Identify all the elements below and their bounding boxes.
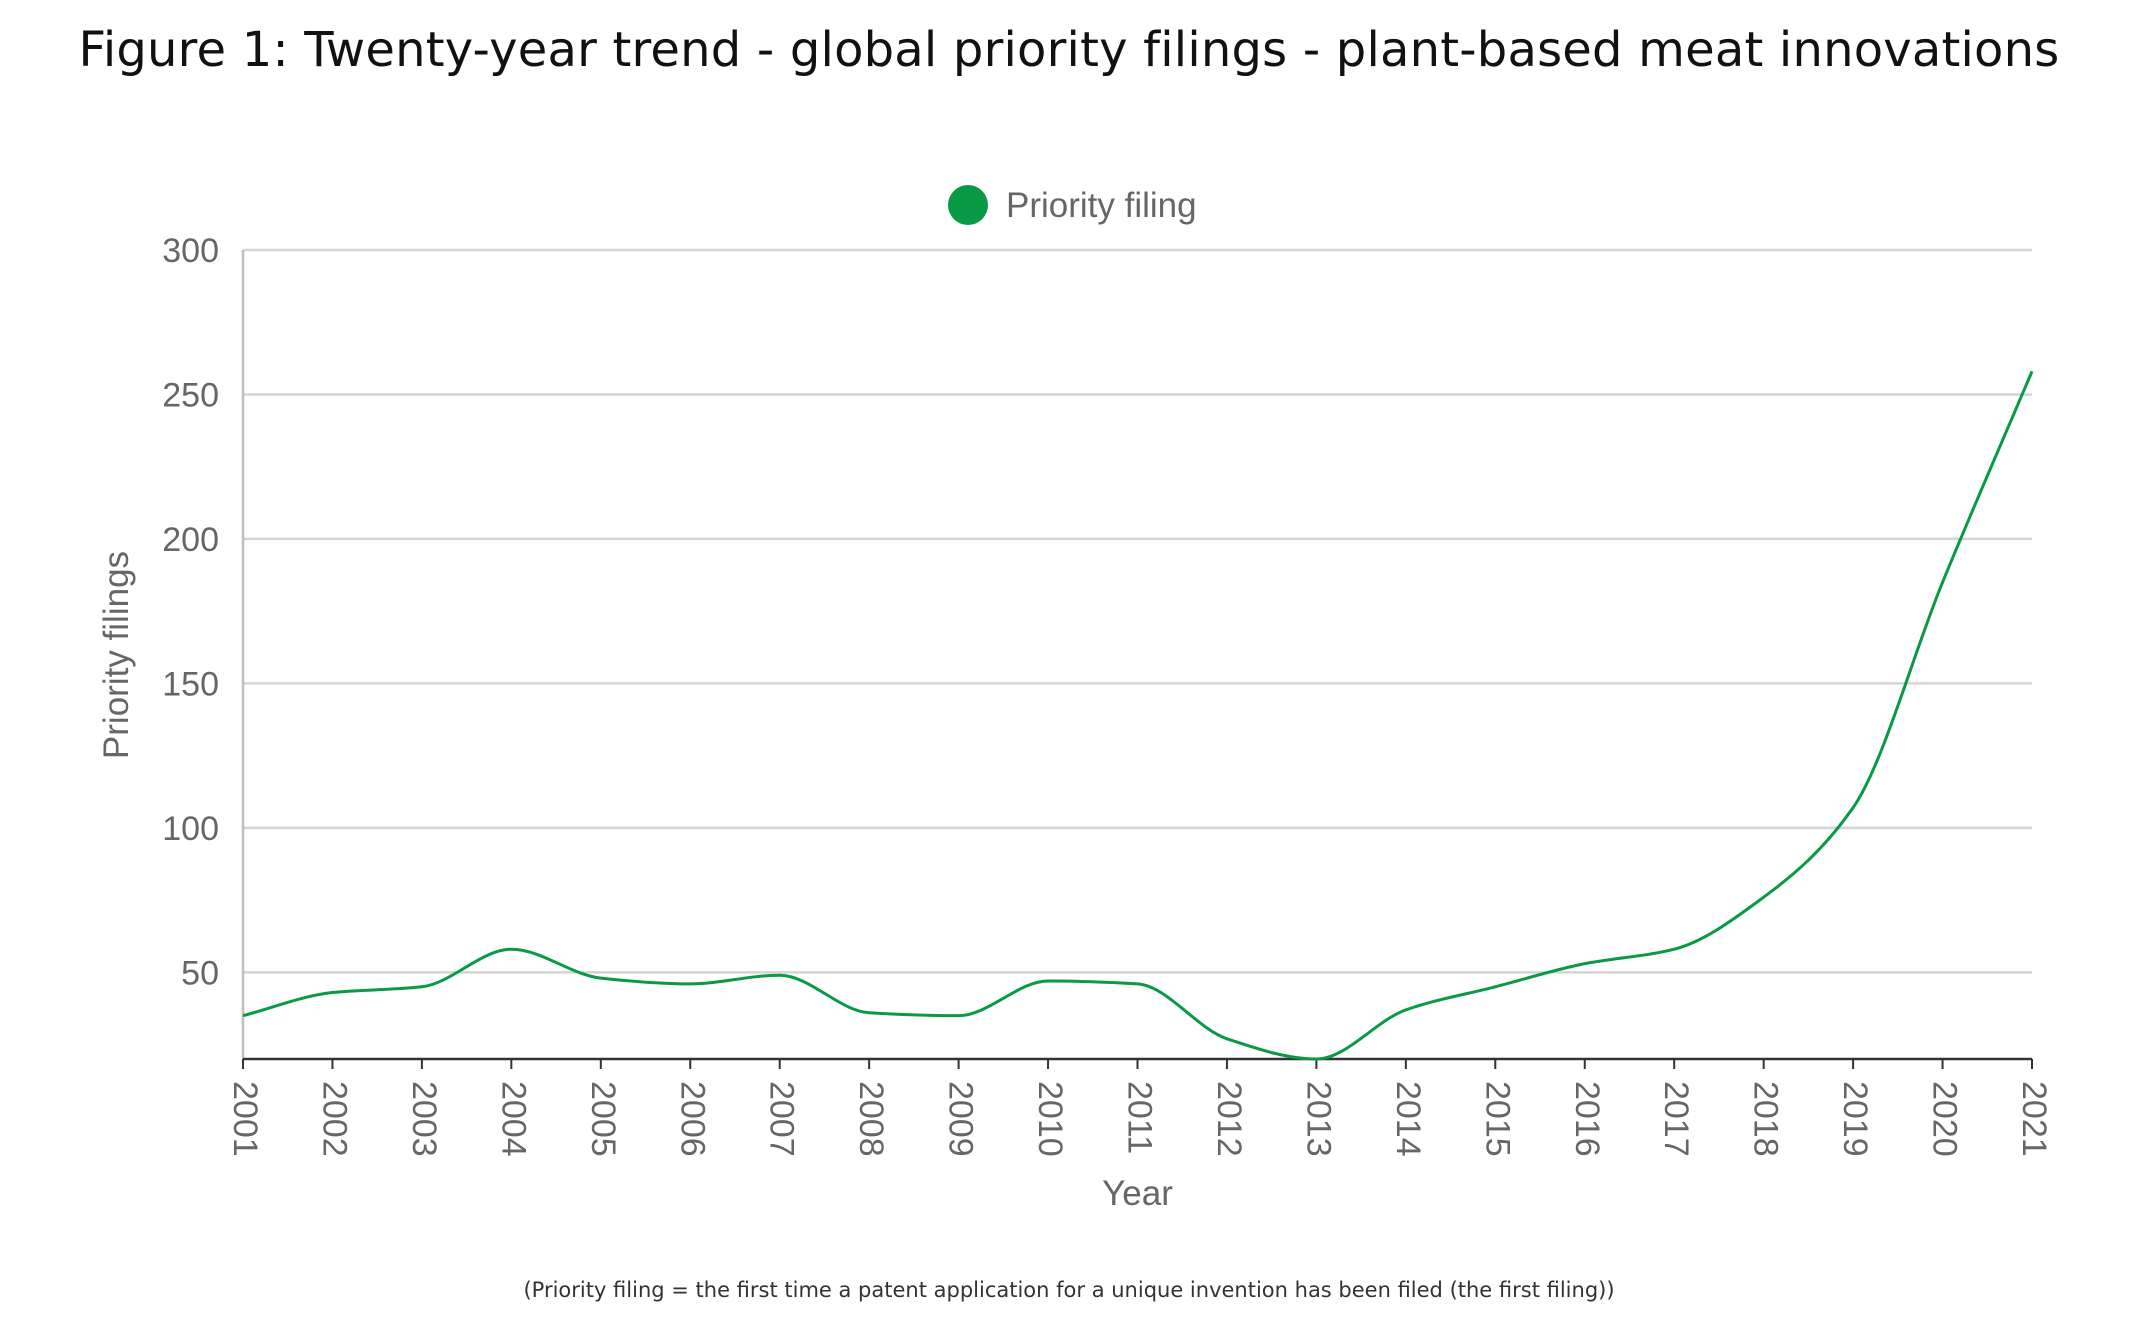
- x-tick-label: 2001: [226, 1081, 264, 1157]
- legend: Priority filing: [948, 185, 1197, 225]
- series-lines: [242, 370, 2034, 1061]
- x-tick-label: 2003: [405, 1081, 443, 1157]
- legend-label: Priority filing: [1006, 186, 1197, 225]
- y-tick-label: 250: [162, 376, 219, 414]
- x-tick-label: 2005: [584, 1081, 622, 1157]
- x-tick-label: 2008: [852, 1081, 890, 1157]
- x-tick-label: 2015: [1478, 1081, 1516, 1157]
- x-tick-label: 2013: [1299, 1081, 1337, 1157]
- y-tick-labels: 50 100 150 200 250 300: [162, 232, 219, 992]
- x-tick-label: 2002: [315, 1081, 353, 1157]
- figure-title: Figure 1: Twenty-year trend - global pri…: [78, 22, 2060, 78]
- y-tick-label: 150: [162, 665, 219, 703]
- footnote: (Priority filing = the first time a pate…: [523, 1278, 1615, 1302]
- x-tick-label: 2012: [1210, 1081, 1248, 1157]
- x-tick-label: 2006: [673, 1081, 711, 1157]
- y-tick-label: 50: [181, 954, 219, 992]
- series-line: [242, 370, 2034, 1061]
- x-tick-label: 2020: [1926, 1081, 1964, 1157]
- gridlines: [243, 248, 2032, 974]
- x-tick-label: 2010: [1031, 1081, 1069, 1157]
- y-axis-title: Priority filings: [97, 551, 136, 759]
- x-tick-label: 2014: [1389, 1081, 1427, 1157]
- y-tick-label: 200: [162, 521, 219, 559]
- x-tick-label: 2009: [942, 1081, 980, 1157]
- x-tick-label: 2016: [1568, 1081, 1606, 1157]
- y-tick-label: 100: [162, 810, 219, 848]
- y-tick-label: 300: [162, 232, 219, 270]
- x-tick-label: 2021: [2015, 1081, 2053, 1157]
- x-tick-labels: 2001 2002 2003 2004 2005 2006 2007 2008 2009 2010…: [226, 1081, 2053, 1157]
- x-tick-label: 2017: [1657, 1081, 1695, 1157]
- x-tick-label: 2007: [763, 1081, 801, 1157]
- x-tick-label: 2018: [1747, 1081, 1785, 1157]
- legend-marker: [948, 185, 988, 225]
- x-tick-label: 2019: [1836, 1081, 1874, 1157]
- x-axis-title: Year: [1102, 1174, 1173, 1213]
- x-tick-label: 2011: [1121, 1081, 1159, 1154]
- axes: [241, 250, 2033, 1069]
- x-tick-label: 2004: [494, 1081, 532, 1157]
